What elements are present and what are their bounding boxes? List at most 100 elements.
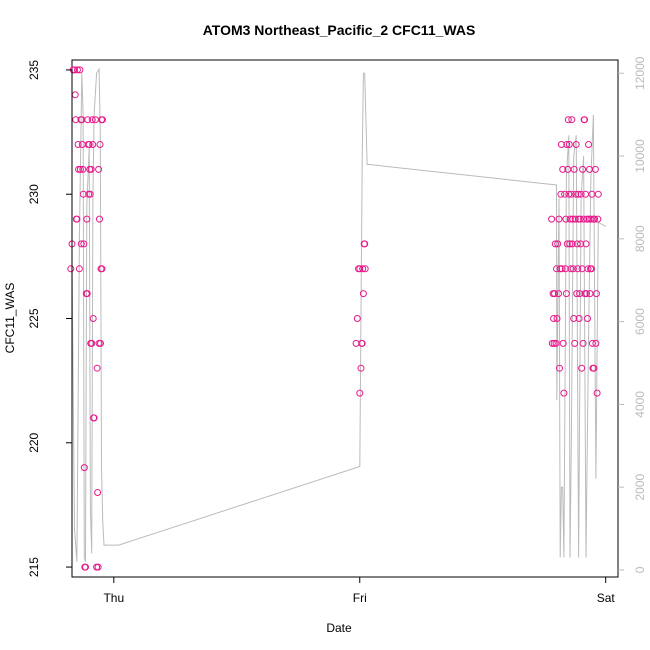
data-point: [80, 240, 88, 248]
data-point: [559, 339, 567, 347]
data-point: [560, 389, 568, 397]
data-point: [566, 215, 574, 223]
data-point: [577, 240, 585, 248]
data-point: [76, 66, 84, 74]
data-point: [73, 66, 81, 74]
data-point: [571, 339, 579, 347]
data-point: [84, 116, 92, 124]
data-point: [86, 190, 94, 198]
data-point: [88, 116, 96, 124]
data-point: [94, 563, 102, 571]
data-point: [555, 215, 563, 223]
data-point: [561, 265, 569, 273]
data-point: [93, 364, 101, 372]
data-point: [557, 190, 565, 198]
data-point: [592, 290, 600, 298]
x-tick-label: Sat: [597, 591, 616, 605]
data-point: [552, 339, 560, 347]
data-point: [590, 364, 598, 372]
y2-tick-label: 12000: [633, 56, 647, 90]
data-point: [89, 141, 97, 148]
data-point: [580, 215, 588, 223]
data-point: [569, 265, 577, 273]
data-point: [588, 339, 596, 347]
data-point: [551, 240, 559, 248]
data-point: [96, 215, 103, 223]
data-point: [67, 265, 75, 273]
data-point: [359, 265, 367, 273]
data-point: [582, 240, 590, 248]
data-point: [356, 265, 364, 273]
data-point: [574, 265, 582, 273]
data-point: [575, 315, 583, 322]
data-point: [550, 315, 558, 322]
y2-tick-label: 10000: [633, 139, 647, 173]
data-point: [574, 190, 582, 198]
data-point: [356, 389, 364, 397]
data-point: [98, 265, 106, 273]
data-point: [75, 265, 83, 273]
data-point: [570, 165, 578, 173]
data-point: [90, 414, 98, 422]
data-point: [573, 240, 581, 248]
data-point: [565, 141, 573, 148]
data-point: [553, 315, 561, 322]
points-layer: [67, 66, 602, 571]
y-tick-label: 220: [27, 432, 41, 452]
data-point: [592, 339, 600, 347]
x-tick-label: Fri: [353, 591, 367, 605]
data-point: [76, 165, 84, 173]
data-point: [591, 215, 599, 223]
data-point: [593, 389, 601, 397]
data-point: [89, 315, 97, 322]
data-point: [594, 215, 602, 223]
data-point: [568, 116, 576, 124]
data-point: [570, 315, 578, 322]
data-point: [565, 190, 573, 198]
data-point: [567, 265, 575, 273]
data-point: [550, 339, 558, 347]
axes-layer: 215 220 225 230 235 0 2000 4000 6000 8000 10000 120…: [27, 56, 647, 605]
data-point: [591, 165, 599, 173]
data-point: [357, 364, 365, 372]
data-point: [87, 165, 95, 173]
y2-tick-label: 8000: [633, 225, 647, 252]
y2-tick-label: 4000: [633, 391, 647, 418]
x-axis-label: Date: [326, 621, 352, 635]
data-point: [561, 190, 569, 198]
data-point: [361, 240, 369, 248]
data-point: [584, 315, 591, 322]
data-point: [82, 563, 89, 571]
data-point: [358, 339, 366, 347]
data-point: [556, 364, 563, 372]
data-point: [83, 290, 91, 298]
data-point: [581, 116, 589, 124]
data-point: [572, 190, 580, 198]
data-point: [573, 290, 581, 298]
data-point: [553, 265, 560, 273]
data-point: [85, 141, 93, 148]
chart-title: ATOM3 Northeast_Pacific_2 CFC11_WAS: [203, 22, 476, 38]
data-point: [566, 240, 574, 248]
data-point: [567, 190, 575, 198]
data-point: [564, 116, 572, 124]
y2-tick-label: 2000: [633, 474, 647, 501]
data-point: [562, 290, 570, 298]
data-point: [571, 215, 579, 223]
data-point: [559, 165, 567, 173]
data-point: [548, 215, 556, 223]
data-point: [80, 464, 88, 472]
data-point: [568, 240, 576, 248]
data-point: [577, 190, 585, 198]
data-point: [99, 116, 106, 124]
data-point: [554, 240, 562, 248]
data-point: [557, 141, 565, 148]
data-point: [587, 265, 595, 273]
y2-tick-label: 6000: [633, 308, 647, 335]
data-point: [361, 265, 369, 273]
data-point: [353, 315, 361, 322]
data-point: [359, 290, 367, 298]
data-point: [583, 290, 590, 298]
y-tick-label: 235: [27, 60, 41, 80]
